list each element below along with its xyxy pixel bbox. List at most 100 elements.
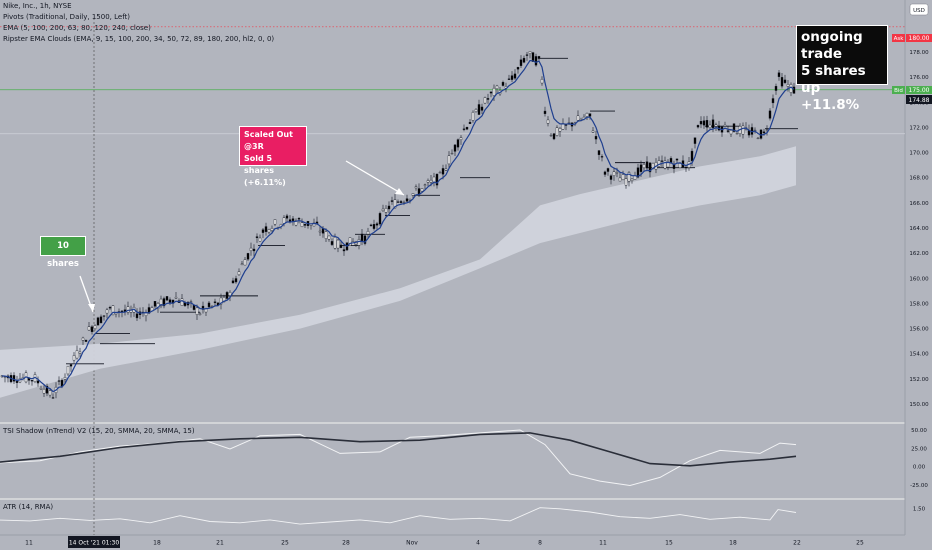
candle-up [336,239,340,249]
candle-up [81,337,85,341]
candle-down [468,122,472,124]
scaled-out-line-3: (+6.11%) [244,178,286,187]
candle-down [639,164,643,172]
ripster-title: Ripster EMA Clouds (EMA, 9, 15, 100, 200… [3,35,275,43]
time-tick-label: 28 [342,540,350,547]
pivots-legend[interactable]: Pivots (Traditional, Daily, 1500, Left) [3,12,130,23]
candle-up [198,313,202,315]
candle-down [387,205,391,210]
candle-up [270,228,274,231]
candle-down [543,110,547,114]
candle-down [777,72,781,77]
candle-down [405,198,409,202]
candle-down [135,313,139,319]
last-price-tag [906,95,932,104]
candle-up [195,307,199,315]
candle-down [513,73,517,79]
candle-up [333,236,337,249]
candle-up [708,124,712,128]
candle-up [735,132,739,135]
candle-up [528,51,532,54]
candle-up [618,177,622,182]
candle-down [399,201,403,203]
candle-up [549,134,553,137]
candle-up [159,298,163,307]
candle-down [363,235,367,244]
time-axis[interactable] [0,535,905,550]
candle-down [600,156,604,158]
candle-up [348,237,352,246]
price-tick-label: 150.00 [909,402,929,408]
candle-down [297,218,301,220]
ask-price-label: 180.00 [909,35,930,42]
candle-down [90,326,94,332]
candle-up [741,125,745,135]
candle-up [756,137,760,140]
candle-down [594,136,598,140]
candle-up [474,109,478,113]
candle-down [606,168,610,172]
atr-legend[interactable]: ATR (14, RMA) [3,502,53,513]
candle-down [261,229,265,233]
candle-down [207,302,211,308]
candle-down [501,82,505,86]
candle-up [438,172,442,174]
candle-up [126,306,130,313]
candle-up [72,355,76,361]
candle-down [102,315,106,317]
price-tick-label: 178.00 [909,50,929,56]
tsi-tick-label: 25.00 [911,446,927,452]
candle-up [786,84,790,87]
time-tick-label: 8 [538,540,542,547]
candle-up [93,325,97,329]
candle-up [423,184,427,186]
price-tick-label: 170.00 [909,151,929,157]
candle-up [492,87,496,96]
candle-up [729,130,733,135]
candle-up [765,129,769,131]
atr-panel[interactable] [0,499,905,535]
symbol-legend[interactable]: Nike, Inc., 1h, NYSE [3,1,72,12]
candle-down [477,104,481,115]
candle-down [675,158,679,161]
ema-cloud [0,146,796,398]
candle-down [480,106,484,111]
candle-down [339,244,343,248]
candle-down [702,120,706,126]
candle-down [792,86,796,94]
time-tick-label: 18 [729,540,737,547]
candle-down [57,380,61,382]
candle-down [522,57,526,63]
tsi-legend[interactable]: TSI Shadow (nTrend) V2 (15, 20, SMMA, 20… [3,426,195,437]
time-tick-label: 18 [153,540,161,547]
time-tick-label: 22 [793,540,801,547]
candle-down [588,113,592,117]
ongoing-line-1: ongoing trade [801,29,863,62]
candle-down [780,77,784,87]
candle-down [690,150,694,162]
ema-legend[interactable]: EMA (5, 100, 200, 63, 80, 120, 240, clos… [3,23,151,34]
price-tick-label: 172.00 [909,125,929,131]
candle-up [180,298,184,306]
candle-up [546,119,550,124]
candle-down [153,301,157,307]
time-tick-label: 11 [599,540,607,547]
tsi-tick-label: 50.00 [911,428,927,434]
tsi-main-line [0,432,797,467]
candle-down [330,241,334,245]
crosshair-time-tag [68,536,120,548]
candle-down [534,56,538,66]
ripster-legend[interactable]: Ripster EMA Clouds (EMA, 9, 15, 100, 200… [3,34,274,45]
candle-up [444,168,448,171]
candle-up [402,201,406,204]
price-tick-label: 164.00 [909,226,929,232]
scaled-out-line-1: Scaled Out @3R [244,130,293,151]
candle-up [357,239,361,246]
currency-badge[interactable] [909,3,929,16]
candle-up [63,377,67,380]
candle-down [108,307,112,309]
candle-up [222,297,226,303]
candle-down [378,213,382,225]
candle-down [603,171,607,175]
